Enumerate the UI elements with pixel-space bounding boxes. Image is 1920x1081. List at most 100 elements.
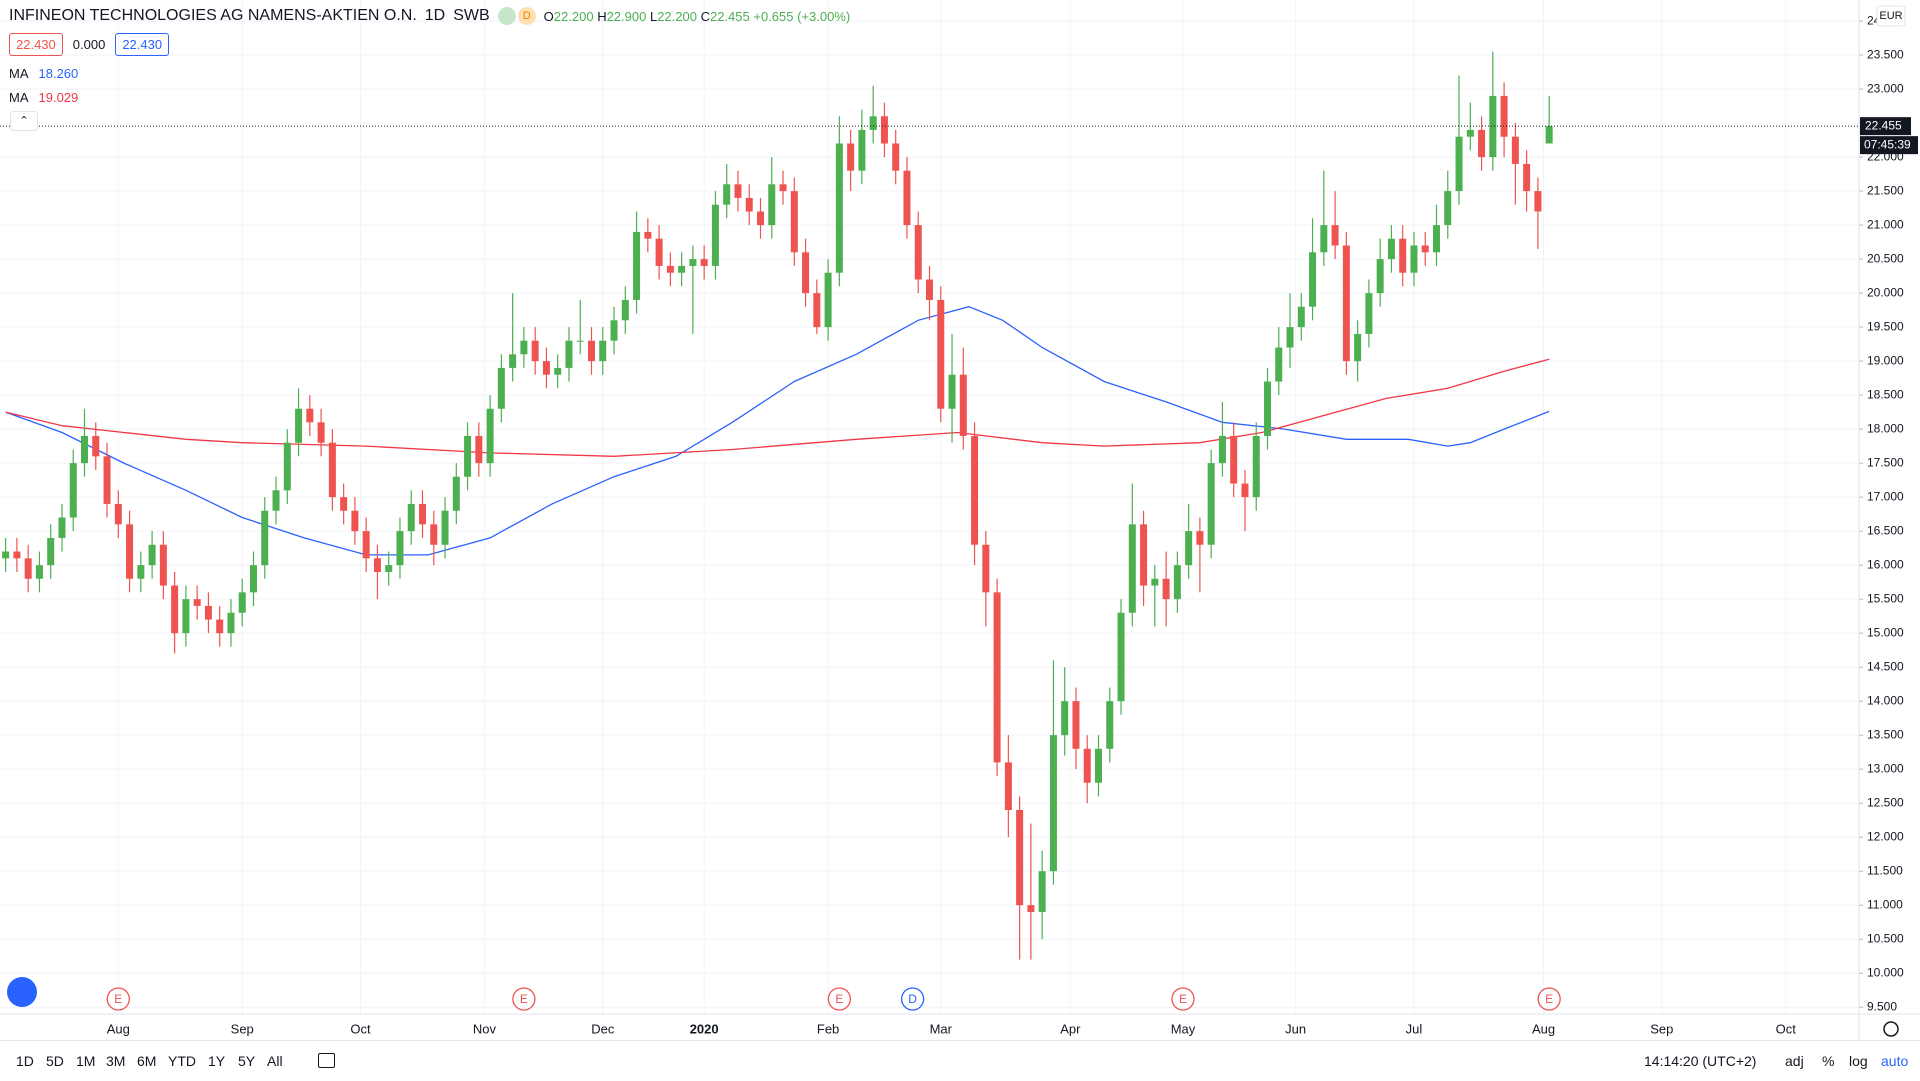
candle-body xyxy=(1095,748,1102,783)
range-button[interactable]: 1Y xyxy=(208,1053,226,1069)
candle-body xyxy=(644,231,652,239)
x-tick-label: Mar xyxy=(930,1021,953,1036)
event-label: E xyxy=(1545,992,1553,1006)
range-button[interactable]: All xyxy=(267,1053,283,1069)
event-marker xyxy=(827,987,852,1011)
x-tick-label: Aug xyxy=(1532,1021,1555,1036)
range-button[interactable]: 3M xyxy=(106,1053,126,1069)
currency-box xyxy=(1876,5,1906,27)
y-tick-label: 12.000 xyxy=(1867,829,1904,843)
candle-body xyxy=(47,537,55,566)
y-tick-label: 12.500 xyxy=(1867,795,1904,809)
candle-body xyxy=(159,544,167,586)
range-button[interactable]: 5Y xyxy=(238,1053,256,1069)
range-button[interactable]: 6M xyxy=(137,1053,157,1069)
candle-body xyxy=(802,252,810,294)
candle-body xyxy=(1151,578,1159,586)
event-label: E xyxy=(114,992,122,1006)
candle-body xyxy=(1421,245,1429,253)
status: D xyxy=(497,7,536,25)
x-tick-label: Nov xyxy=(473,1021,497,1036)
candle-body xyxy=(599,340,607,362)
candle-body xyxy=(1320,225,1328,253)
range-button[interactable]: 1D xyxy=(16,1053,34,1069)
candle-body xyxy=(407,503,415,532)
y-tick-label: 18.000 xyxy=(1867,421,1904,435)
candle-body xyxy=(103,456,111,504)
date-range-button[interactable] xyxy=(318,1053,335,1068)
ohlc-key: O xyxy=(543,8,554,24)
candle-body xyxy=(745,197,753,212)
candle-body xyxy=(633,231,641,300)
x-tick-label: Sep xyxy=(231,1021,254,1036)
price-label: 22.455 xyxy=(1865,118,1902,132)
candle-body xyxy=(914,225,922,280)
option-button[interactable]: auto xyxy=(1881,1053,1909,1069)
candle-body xyxy=(926,279,933,300)
candle-body xyxy=(182,599,190,634)
candle-body xyxy=(711,204,719,266)
settings xyxy=(1883,1021,1899,1037)
range-button[interactable]: 1M xyxy=(76,1053,96,1069)
range-button[interactable]: YTD xyxy=(168,1053,196,1069)
collapse-button[interactable]: ⌃ xyxy=(10,111,38,131)
y-tick-label: 18.500 xyxy=(1867,387,1904,401)
ohlc-value: 22.200 xyxy=(553,8,594,24)
candle-body xyxy=(937,299,945,409)
candle-body xyxy=(858,129,866,171)
candle-body xyxy=(1387,238,1395,260)
option-button[interactable]: adj xyxy=(1785,1053,1804,1069)
y-tick-label: 20.000 xyxy=(1867,285,1904,299)
option-button[interactable]: % xyxy=(1822,1053,1835,1069)
y-tick-label: 15.500 xyxy=(1867,591,1904,605)
ohlc-key: H xyxy=(597,8,607,24)
event-marker xyxy=(512,987,536,1011)
candle-body xyxy=(565,340,573,368)
y-tick-label: 14.000 xyxy=(1867,693,1904,707)
candle-body xyxy=(1196,531,1204,545)
indicator-value: 0.000 xyxy=(72,37,106,52)
toolbar: 1D 5D 1M 3M 6M YTD 1Y 5Y All 14:14:20 (UTC+2) adj%… xyxy=(0,1040,1920,1081)
y-tick-label: 17.000 xyxy=(1867,489,1904,503)
y-tick-label: 15.000 xyxy=(1867,625,1904,639)
x-tick-label: Feb xyxy=(817,1021,839,1036)
candle-body xyxy=(678,265,686,273)
legend-value: 18.260 xyxy=(38,66,79,81)
header: INFINEON TECHNOLOGIES AG NAMENS-AKTIEN O… xyxy=(9,7,850,25)
candle-body xyxy=(959,374,967,436)
candle-body xyxy=(1038,871,1046,912)
candle-body xyxy=(1309,252,1317,307)
symbol-title: INFINEON TECHNOLOGIES AG NAMENS-AKTIEN O… xyxy=(9,7,417,24)
option-button[interactable]: log xyxy=(1849,1053,1868,1069)
candle-body xyxy=(1410,245,1418,273)
candle-body xyxy=(69,463,77,518)
candle-body xyxy=(757,211,764,226)
candle-body xyxy=(419,503,426,525)
candle-body xyxy=(1331,225,1339,246)
range-button[interactable]: 5D xyxy=(46,1053,64,1069)
indicator-value: 22.430 xyxy=(115,33,170,56)
candle-body xyxy=(272,490,280,511)
candle-body xyxy=(666,265,674,273)
candle-body xyxy=(892,143,900,171)
candle-body xyxy=(1140,524,1148,586)
countdown: 07:45:39 xyxy=(1864,137,1911,151)
candle-body xyxy=(1016,809,1024,906)
y-tick-label: 10.500 xyxy=(1867,931,1904,945)
interval[interactable]: 1D xyxy=(424,7,446,24)
candle-body xyxy=(1004,762,1012,810)
ohlc: O22.200 H22.900 L22.200 C22.455 +0.655 (… xyxy=(544,9,851,24)
event-marker xyxy=(1537,987,1561,1011)
y-tick-label: 19.000 xyxy=(1867,353,1904,367)
candle-body xyxy=(813,293,821,328)
candle-body xyxy=(1500,95,1508,137)
candle-body xyxy=(1466,129,1474,137)
candle-body xyxy=(1354,333,1362,362)
candle-body xyxy=(340,497,348,511)
price-label-bg xyxy=(1860,117,1911,136)
candle-body xyxy=(35,565,43,579)
exchange: SWB xyxy=(453,7,490,24)
candle-body xyxy=(520,340,528,355)
y-tick-label: 16.500 xyxy=(1867,523,1904,537)
candle-body xyxy=(1241,483,1249,498)
